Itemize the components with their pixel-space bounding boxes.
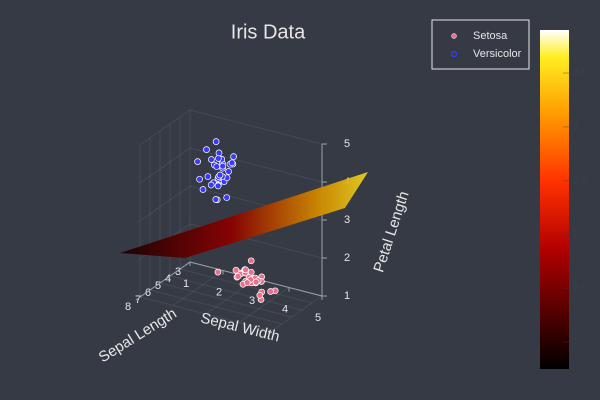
point <box>219 162 227 170</box>
point <box>247 257 255 265</box>
x-tick-label: 4 <box>165 273 171 285</box>
z-tick-label: 1 <box>344 290 350 302</box>
grid-line <box>172 270 224 306</box>
colorbar-tick-label: 3.5 <box>573 68 587 79</box>
grid-line <box>159 282 293 318</box>
x-tick <box>165 275 171 280</box>
y-tick-label: 1 <box>183 278 189 290</box>
grid-line <box>189 147 323 183</box>
point <box>252 278 260 286</box>
point <box>230 153 237 160</box>
point <box>208 156 215 163</box>
point <box>212 196 220 203</box>
point <box>212 138 220 145</box>
legend-label: Setosa <box>473 30 508 42</box>
point <box>213 163 221 170</box>
x-tick <box>155 282 161 287</box>
legend-label: Versicolor <box>473 48 522 60</box>
colorbar-tick-label: 2.5 <box>573 175 587 186</box>
y-tick-label: 4 <box>282 303 288 315</box>
point <box>242 266 249 274</box>
x-tick-label: 6 <box>145 287 151 299</box>
x-tick-label: 5 <box>155 280 161 292</box>
colorbar-ticks: 1 1.5 2 2.5 3 3.5 <box>563 68 587 348</box>
legend-marker <box>451 33 457 39</box>
z-tick-label: 5 <box>344 138 350 150</box>
point <box>234 273 242 280</box>
legend: Setosa Versicolor <box>450 30 522 60</box>
colorbar-tick-label: 3 <box>573 121 579 132</box>
point <box>203 146 210 153</box>
grid-line <box>179 268 313 304</box>
grid-line <box>169 275 303 311</box>
x-tick-label: 8 <box>125 301 131 313</box>
points <box>194 138 279 303</box>
point <box>214 182 222 190</box>
grid-line <box>139 185 191 222</box>
grid-line <box>271 295 323 332</box>
point <box>267 288 274 295</box>
x-tick <box>185 261 191 266</box>
point <box>216 171 224 179</box>
colorbar <box>540 30 569 369</box>
x-tick-label: 7 <box>135 294 141 306</box>
point <box>215 149 223 157</box>
x-tick <box>135 296 141 301</box>
point <box>223 194 231 201</box>
point <box>196 175 203 183</box>
grid-line <box>139 296 273 332</box>
x-tick-label: 3 <box>175 266 181 278</box>
point <box>207 181 215 189</box>
point <box>215 155 222 162</box>
x-tick <box>175 268 181 273</box>
grid-line <box>139 147 191 184</box>
colorbar-tick-label: 2 <box>573 229 579 240</box>
point <box>228 159 236 167</box>
chart-title: Iris Data <box>231 21 306 43</box>
z-tick-label: 3 <box>344 214 350 226</box>
point <box>256 291 264 299</box>
legend-marker <box>450 50 458 58</box>
y-tick-label: 2 <box>216 286 222 298</box>
point <box>225 168 232 175</box>
grid-line <box>149 289 283 325</box>
fit-surface <box>120 172 368 258</box>
colorbar-tick-label: 1 <box>573 337 579 348</box>
point <box>232 266 240 274</box>
y-tick-label: 3 <box>249 295 255 307</box>
y-tick-label: 5 <box>315 312 321 324</box>
grid-line <box>189 109 323 145</box>
colorbar-tick-label: 1.5 <box>573 283 587 294</box>
legend-box <box>431 19 530 70</box>
point <box>214 268 222 276</box>
point <box>243 279 251 286</box>
z-tick-label: 2 <box>344 252 350 264</box>
x-tick <box>145 289 151 294</box>
point <box>247 268 255 276</box>
point <box>199 186 207 193</box>
grid-line <box>238 287 290 323</box>
point <box>204 173 212 180</box>
grid-line <box>139 109 191 146</box>
point <box>194 158 201 165</box>
